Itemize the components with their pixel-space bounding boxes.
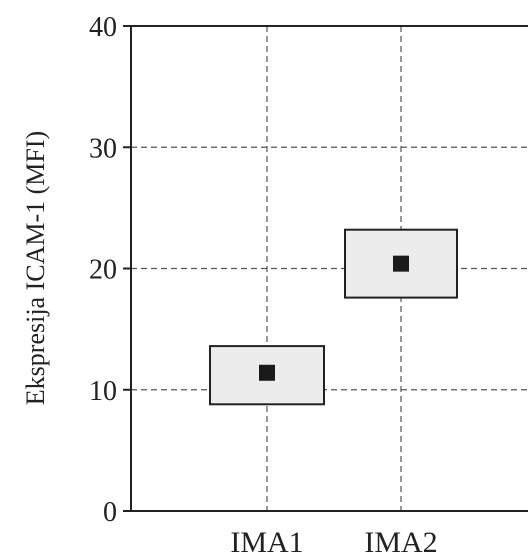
grid-lines	[131, 26, 528, 511]
boxes	[209, 228, 458, 406]
y-axis-title: Ekspresija ICAM-1 (MFI)	[21, 131, 50, 405]
y-tick-label: 40	[89, 12, 117, 43]
y-tick-label: 0	[103, 497, 117, 528]
y-ticks: 0 10 20 30 40	[89, 12, 131, 528]
x-tick-label: IMA1	[230, 526, 303, 559]
y-tick-label: 20	[89, 255, 117, 286]
y-tick-label: 10	[89, 376, 117, 407]
center-marker-ima2	[393, 255, 409, 272]
y-tick-label: 30	[89, 133, 117, 164]
center-marker-ima1	[259, 364, 275, 381]
x-tick-labels: IMA1 IMA2	[230, 526, 437, 559]
x-tick-label: IMA2	[364, 526, 437, 559]
plot-frame	[130, 25, 528, 512]
